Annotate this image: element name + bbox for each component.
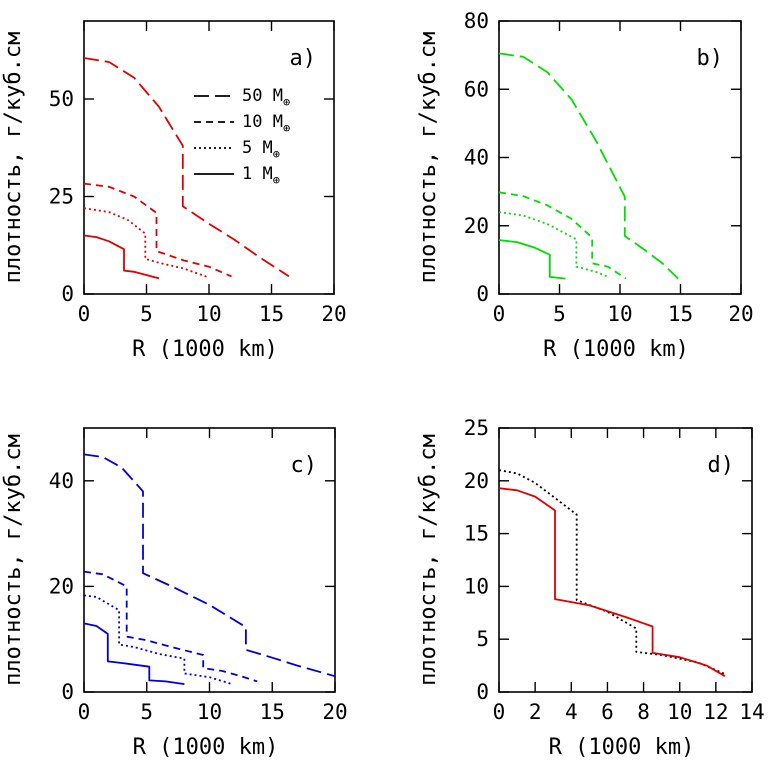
x-tick-label: 14 — [739, 700, 764, 724]
x-tick-label: 8 — [637, 700, 650, 724]
x-tick-label: 5 — [140, 302, 153, 326]
panel-a: 0 5 10 15 20 0 25 50 R (1000 km) плотность, г/куб… — [1, 20, 347, 362]
x-tick-label: 0 — [78, 700, 91, 724]
series-line-longdash — [83, 57, 290, 278]
series-line-dot — [498, 211, 609, 278]
x-tick-label: 20 — [728, 302, 753, 326]
series-line-longdash — [83, 453, 336, 678]
legend-label: 5 M⊕ — [242, 138, 280, 161]
x-tick-label: 10 — [197, 700, 222, 724]
y-tick-label: 25 — [49, 185, 74, 209]
y-tick-label: 20 — [49, 574, 74, 598]
y-tick-label: 40 — [464, 146, 489, 170]
series-line-dot — [83, 594, 233, 685]
legend-label: 50 M⊕ — [242, 86, 290, 109]
y-tick-label: 60 — [464, 77, 489, 101]
y-axis-title: плотность, г/куб.см — [416, 32, 441, 284]
panel-label: b) — [697, 46, 724, 71]
x-tick-label: 2 — [529, 700, 542, 724]
y-axis-title: плотность, г/куб.см — [1, 434, 26, 686]
panel-label: a) — [290, 46, 317, 71]
y-tick-label: 50 — [49, 87, 74, 111]
y-tick-label: 0 — [61, 680, 74, 704]
panel-b: 0 5 10 15 20 0 20 40 60 80 R (1000 km) плотность, г… — [416, 9, 754, 362]
panel-c: 0 5 10 15 20 0 20 40 R (1000 km) плотность, г/куб… — [1, 427, 348, 760]
series-line-solid — [83, 622, 185, 685]
y-axis-title: плотность, г/куб.см — [1, 32, 26, 284]
y-tick-label: 0 — [476, 680, 489, 704]
y-tick-label: 5 — [476, 627, 489, 651]
x-tick-label: 20 — [321, 302, 346, 326]
y-tick-label: 20 — [464, 469, 489, 493]
y-axis-title: плотность, г/куб.см — [416, 434, 441, 686]
y-tick-label: 0 — [61, 282, 74, 306]
plot-frame — [498, 427, 753, 693]
x-axis-title: R (1000 km) — [549, 735, 695, 760]
x-tick-label: 4 — [565, 700, 578, 724]
x-tick-label: 12 — [703, 700, 728, 724]
x-tick-label: 0 — [78, 302, 91, 326]
series-line-solid — [498, 487, 726, 677]
series-line-dot — [83, 207, 210, 279]
y-tick-label: 0 — [476, 282, 489, 306]
legend-label: 10 M⊕ — [242, 112, 290, 135]
panel-label: d) — [708, 453, 735, 478]
x-axis-title: R (1000 km) — [543, 337, 689, 362]
x-axis-title: R (1000 km) — [132, 337, 278, 362]
x-tick-label: 20 — [322, 700, 347, 724]
legend-label: 1 M⊕ — [242, 164, 280, 187]
y-tick-label: 15 — [464, 522, 489, 546]
series-line-dash — [83, 182, 232, 278]
x-tick-label: 10 — [607, 302, 632, 326]
x-tick-label: 15 — [668, 302, 693, 326]
x-tick-label: 15 — [259, 302, 284, 326]
x-tick-label: 15 — [260, 700, 285, 724]
series-line-solid — [498, 239, 566, 280]
x-tick-label: 5 — [553, 302, 566, 326]
y-tick-label: 25 — [464, 416, 489, 440]
x-tick-label: 0 — [493, 302, 506, 326]
x-tick-label: 10 — [667, 700, 692, 724]
y-tick-label: 10 — [464, 574, 489, 598]
series-line-dot — [498, 469, 726, 675]
series-line-dash — [498, 191, 627, 280]
series-line-longdash — [498, 52, 679, 280]
series-line-solid — [83, 234, 160, 280]
x-tick-label: 0 — [493, 700, 506, 724]
series-line-dash — [83, 570, 258, 683]
x-axis-title: R (1000 km) — [133, 735, 279, 760]
y-tick-label: 40 — [49, 469, 74, 493]
x-tick-label: 5 — [140, 700, 153, 724]
panel-label: c) — [291, 453, 318, 478]
y-tick-label: 20 — [464, 214, 489, 238]
x-tick-label: 10 — [196, 302, 221, 326]
y-tick-label: 80 — [464, 9, 489, 33]
x-tick-label: 6 — [601, 700, 614, 724]
